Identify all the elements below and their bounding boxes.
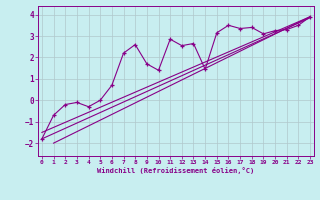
X-axis label: Windchill (Refroidissement éolien,°C): Windchill (Refroidissement éolien,°C): [97, 167, 255, 174]
